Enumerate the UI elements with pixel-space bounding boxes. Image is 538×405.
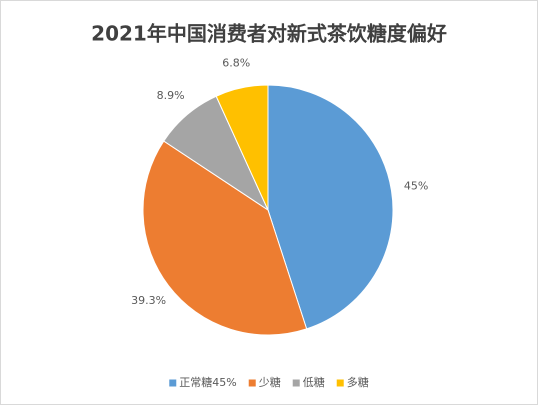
legend-swatch: [292, 379, 300, 387]
legend: 正常糖45% 少糖 低糖 多糖: [169, 375, 369, 389]
legend-swatch: [248, 379, 256, 387]
pie-slice: [142, 140, 308, 336]
data-label: 39.3%: [131, 294, 166, 307]
legend-label: 多糖: [347, 375, 369, 389]
legend-swatch: [169, 379, 177, 387]
data-label: 8.9%: [157, 89, 185, 102]
legend-swatch: [336, 379, 344, 387]
legend-label: 正常糖45%: [179, 375, 236, 389]
pie-slice: [215, 84, 269, 211]
legend-label: 少糖: [259, 375, 281, 389]
pie-slice: [267, 84, 394, 330]
chart-title: 2021年中国消费者对新式茶饮糖度偏好: [91, 22, 447, 46]
data-label: 6.8%: [222, 56, 250, 69]
legend-label: 低糖: [303, 375, 325, 389]
data-label: 45%: [404, 180, 428, 193]
